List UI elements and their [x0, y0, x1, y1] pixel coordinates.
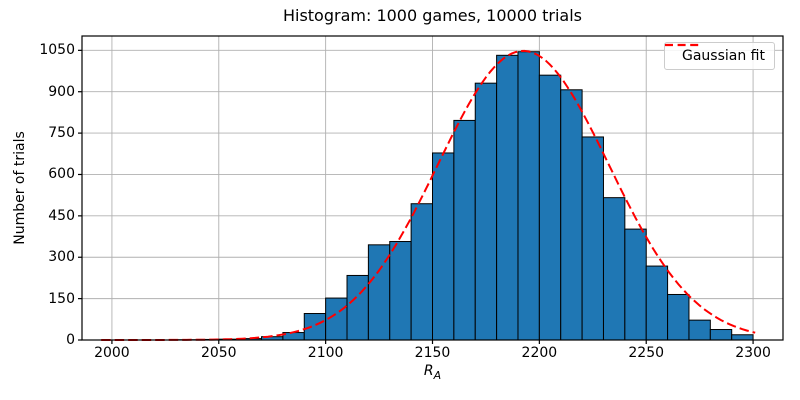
y-tick-label: 300 [48, 249, 75, 266]
x-axis-label: RA [82, 363, 783, 382]
y-tick-label: 900 [48, 83, 75, 100]
x-axis-label-base: R [423, 363, 434, 379]
legend-label: Gaussian fit [682, 48, 765, 64]
y-tick-label: 600 [48, 166, 75, 183]
chart-title: Histogram: 1000 games, 10000 trials [282, 6, 583, 25]
plot-area: Gaussian fit [78, 35, 784, 344]
x-axis-label-subscript: A [433, 368, 442, 382]
y-tick-label: 450 [48, 207, 75, 224]
y-tick-label: 0 [66, 332, 75, 348]
x-tick-label: 2250 [628, 345, 665, 361]
y-tick-label: 150 [48, 290, 75, 307]
x-tick-label: 2050 [200, 345, 237, 361]
x-tick-label: 2000 [94, 345, 130, 361]
plot-canvas [78, 35, 784, 344]
legend: Gaussian fit [664, 42, 775, 70]
y-tick-label: 1050 [39, 42, 75, 59]
x-tick-label: 2300 [735, 345, 771, 361]
x-tick-label: 2200 [521, 345, 558, 361]
y-tick-label: 750 [48, 125, 75, 142]
x-tick-label: 2150 [414, 345, 451, 361]
y-axis-label: Number of trials [12, 131, 28, 245]
x-tick-label: 2100 [307, 345, 344, 361]
